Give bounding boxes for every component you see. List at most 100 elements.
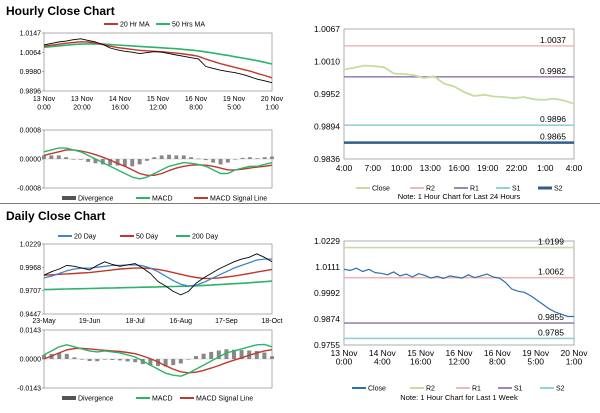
hourly-price-xtick: 13 Nov (71, 96, 94, 103)
legend-daily-divergence-label: Divergence (78, 396, 114, 403)
hourly-divergence-bar (115, 159, 120, 166)
daily-levels-xtick: 12:00 (448, 357, 470, 367)
daily-levels-xtick: 16 Nov (446, 348, 474, 358)
hourly-note: Note: 1 Hour Chart for Last 24 Hours (398, 192, 521, 201)
daily-divergence-bar (64, 353, 69, 359)
daily-level-label-r1: 1.0062 (538, 267, 564, 277)
hourly-divergence-bar (211, 159, 216, 163)
hourly-divergence-bar (100, 159, 105, 165)
hourly-divergence-bar (71, 159, 76, 160)
hourly-macd-line (43, 147, 273, 180)
hourly-price-xtick: 12:00 (149, 105, 167, 112)
daily-divergence-bar (72, 357, 77, 359)
daily-macd-ytick: 0.0000 (20, 357, 42, 364)
hourly-level-label-s2: 0.9865 (540, 132, 566, 142)
daily-divergence-bar (178, 359, 183, 364)
hourly-macd-ytick: 0.0008 (20, 128, 42, 135)
daily-levels-xtick: 1:00 (566, 357, 583, 367)
hourly-divergence-bar (137, 159, 142, 165)
daily-divergence-bar (57, 352, 62, 359)
daily-levels-xtick: 4:00 (374, 357, 391, 367)
hourly-levels-ytick: 0.9894 (314, 122, 340, 132)
hourly-levels-xtick: 1:00 (537, 163, 554, 173)
daily-divergence-bar (80, 359, 84, 360)
legend-50-day-label: 50 Day (136, 234, 159, 241)
daily-divergence-bar (201, 353, 206, 359)
hourly-price-xtick: 20:00 (73, 105, 91, 112)
legend-daily-close-label: Close (368, 386, 386, 393)
hourly-divergence-bar (203, 159, 208, 161)
legend-daily-r1-label: R1 (472, 386, 481, 393)
hourly-price-ytick: 0.9980 (20, 69, 42, 76)
daily-divergence-bar (171, 359, 176, 366)
hourly-price-xtick: 14 Nov (109, 96, 132, 103)
legend-daily-macd-label: MACD (152, 396, 173, 403)
daily-level-label-r2: 1.0199 (538, 237, 564, 247)
legend-20hr-ma-label: 20 Hr MA (120, 22, 150, 29)
daily-price-xtick: 16-Aug (170, 318, 193, 325)
hourly-price-xtick: 13 Nov (33, 96, 56, 103)
legend-daily-signal-label: MACD Signal Line (196, 396, 253, 403)
hourly-price-xtick: 20 Nov (261, 96, 284, 103)
ma50-daily-line (43, 267, 273, 280)
daily-levels-ytick: 0.9992 (314, 288, 340, 298)
daily-levels-plot (343, 240, 575, 346)
legend-50hr-ma-label: 50 Hrs MA (172, 22, 205, 29)
daily-price-xtick: 18-Oct (261, 318, 282, 325)
hourly-divergence-bar (167, 154, 171, 159)
hourly-divergence-bar (49, 155, 54, 159)
hourly-price-xtick: 16:00 (111, 105, 129, 112)
hourly-divergence-bar (189, 157, 193, 159)
legend-macd-label: MACD (152, 196, 173, 203)
daily-price-plot (43, 243, 273, 315)
legend-20-day-label: 20 Day (74, 234, 97, 241)
legend-daily-s2-label: S2 (556, 386, 565, 393)
daily-divergence-bar (110, 359, 115, 360)
legend-r1-label: R1 (470, 186, 479, 193)
daily-levels-xtick: 14 Nov (369, 348, 397, 358)
daily-divergence-bar (42, 354, 46, 359)
daily-levels-ytick: 0.9755 (314, 340, 340, 350)
daily-divergence-bar (239, 350, 244, 359)
hourly-price-ytick: 1.0064 (20, 50, 42, 57)
hourly-divergence-bar (56, 155, 61, 159)
daily-levels-xtick: 16 Nov (484, 348, 512, 358)
daily-section-title: Daily Close Chart (6, 209, 106, 223)
daily-levels-ytick: 1.0111 (315, 262, 340, 272)
hourly-levels-ytick: 1.0010 (314, 57, 340, 67)
legend-s1-label: S1 (512, 186, 521, 193)
legend-divergence-label: Divergence (78, 196, 114, 203)
daily-macd-ytick: 0.0143 (20, 328, 42, 335)
hourly-price-xtick: 1:00 (265, 105, 279, 112)
hourly-price-xtick: 8:00 (189, 105, 203, 112)
ma200-line (43, 280, 273, 291)
hourly-levels-xtick: 10:00 (391, 163, 413, 173)
hourly-levels-ytick: 1.0067 (314, 24, 340, 34)
hourly-divergence-bar (255, 158, 260, 159)
legend-daily-r2-label: R2 (426, 386, 435, 393)
hourly-divergence-bar (225, 159, 230, 163)
hourly-divergence-bar (86, 159, 91, 162)
ma50-line (43, 43, 273, 65)
daily-price-ytick: 0.9707 (20, 288, 42, 295)
daily-levels-xtick: 19 Nov (522, 348, 550, 358)
legend-signal-label: MACD Signal Line (210, 196, 267, 203)
daily-level-label-s1: 0.9855 (538, 312, 564, 322)
daily-divergence-bar (87, 359, 92, 361)
daily-divergence-bar (224, 349, 229, 359)
hourly-levels-plot (343, 28, 575, 160)
hourly-divergence-bar (122, 159, 127, 167)
daily-divergence-bar (254, 350, 259, 359)
hourly-divergence-bar (145, 159, 149, 161)
hourly-divergence-bar (181, 155, 186, 159)
hourly-divergence-bar (64, 157, 68, 159)
daily-divergence-bar (102, 359, 107, 360)
daily-divergence-bar (194, 356, 198, 359)
hourly-price-xtick: 15 Nov (147, 96, 170, 103)
hourly-divergence-bar (108, 159, 113, 166)
hourly-price-xtick: 19 Nov (223, 96, 246, 103)
hourly-price-xtick: 16 Nov (185, 96, 208, 103)
daily-levels-xtick: 13 Nov (331, 348, 359, 358)
daily-price-xtick: 19-Jun (79, 318, 101, 325)
